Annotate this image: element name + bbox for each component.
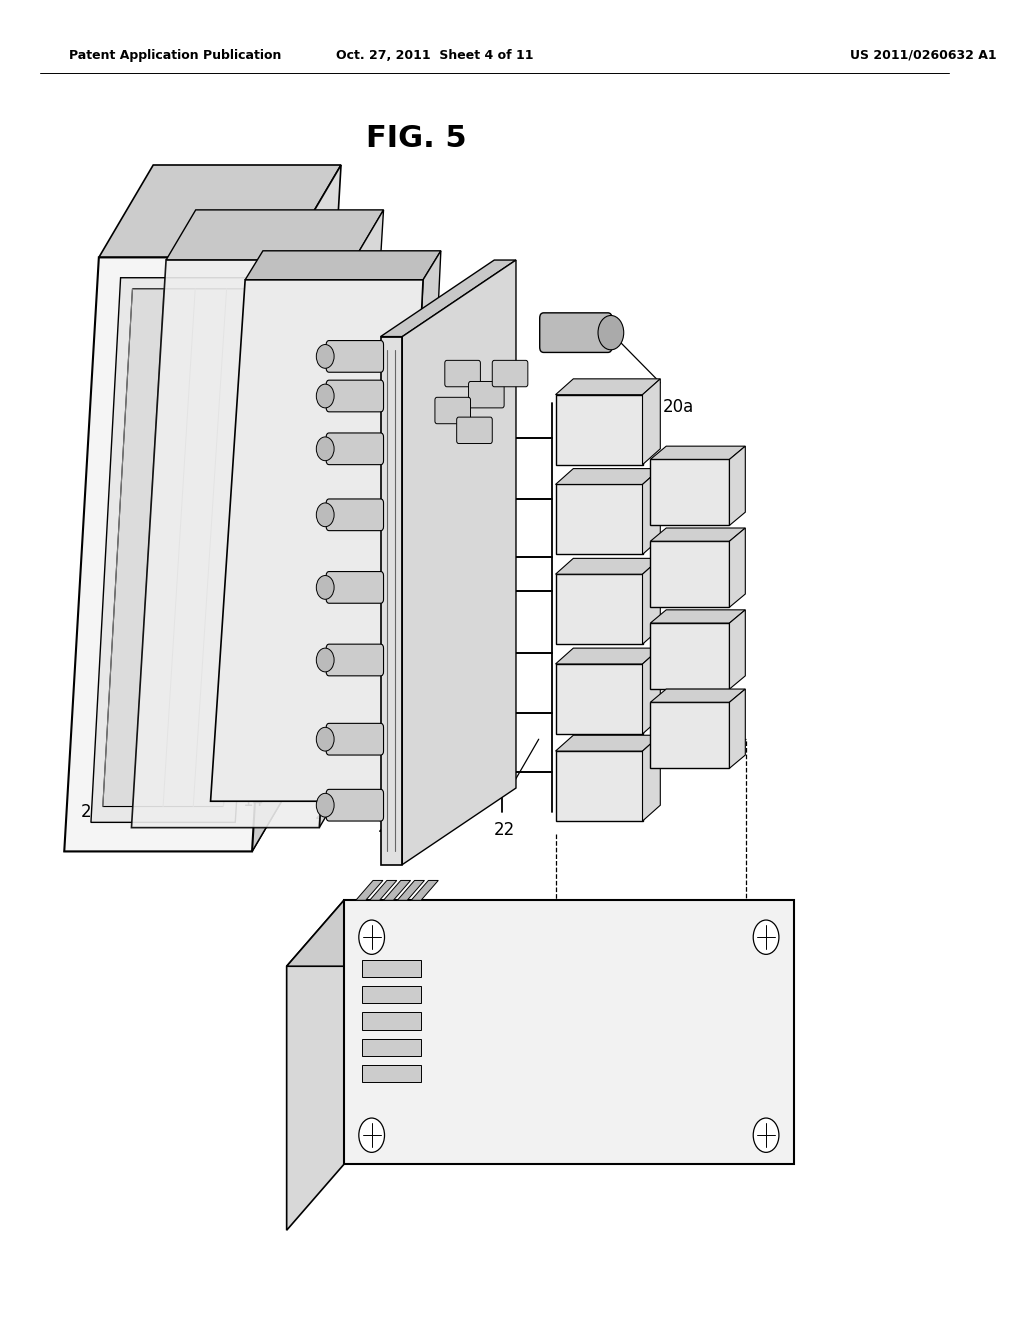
Polygon shape <box>650 541 729 607</box>
Polygon shape <box>102 289 258 807</box>
Circle shape <box>316 576 334 599</box>
FancyBboxPatch shape <box>540 313 612 352</box>
Polygon shape <box>650 702 729 768</box>
Circle shape <box>316 384 334 408</box>
Polygon shape <box>287 900 344 1230</box>
Circle shape <box>316 793 334 817</box>
Polygon shape <box>556 395 642 465</box>
Polygon shape <box>344 900 794 1164</box>
Polygon shape <box>729 610 745 689</box>
Polygon shape <box>99 165 341 257</box>
Circle shape <box>754 1118 779 1152</box>
FancyBboxPatch shape <box>493 360 527 387</box>
Polygon shape <box>650 610 745 623</box>
FancyBboxPatch shape <box>457 417 493 444</box>
FancyBboxPatch shape <box>444 360 480 387</box>
Polygon shape <box>642 558 660 644</box>
Polygon shape <box>131 260 354 828</box>
Text: 24: 24 <box>331 1098 352 1117</box>
Polygon shape <box>556 751 642 821</box>
Polygon shape <box>556 664 642 734</box>
Polygon shape <box>397 880 425 900</box>
Polygon shape <box>381 337 402 865</box>
Polygon shape <box>556 469 660 484</box>
Text: Patent Application Publication: Patent Application Publication <box>70 49 282 62</box>
Circle shape <box>316 503 334 527</box>
Polygon shape <box>65 759 306 851</box>
Polygon shape <box>211 280 423 801</box>
Polygon shape <box>642 735 660 821</box>
FancyBboxPatch shape <box>327 789 384 821</box>
Polygon shape <box>361 1039 421 1056</box>
Circle shape <box>754 920 779 954</box>
Polygon shape <box>729 528 745 607</box>
Text: Oct. 27, 2011  Sheet 4 of 11: Oct. 27, 2011 Sheet 4 of 11 <box>336 49 534 62</box>
Polygon shape <box>650 459 729 525</box>
Polygon shape <box>166 210 384 260</box>
Polygon shape <box>412 880 438 900</box>
Polygon shape <box>370 880 396 900</box>
Polygon shape <box>252 165 341 851</box>
Polygon shape <box>650 528 745 541</box>
Circle shape <box>358 920 385 954</box>
Text: 14: 14 <box>243 792 263 810</box>
Polygon shape <box>361 986 421 1003</box>
Polygon shape <box>556 648 660 664</box>
Polygon shape <box>729 689 745 768</box>
Text: 20: 20 <box>378 818 398 837</box>
Polygon shape <box>556 558 660 574</box>
Circle shape <box>598 315 624 350</box>
Text: 23: 23 <box>81 803 102 821</box>
Circle shape <box>316 437 334 461</box>
Polygon shape <box>245 251 441 280</box>
Polygon shape <box>556 735 660 751</box>
Polygon shape <box>642 379 660 465</box>
Text: US 2011/0260632 A1: US 2011/0260632 A1 <box>850 49 996 62</box>
Polygon shape <box>729 446 745 525</box>
FancyBboxPatch shape <box>327 723 384 755</box>
Polygon shape <box>361 960 421 977</box>
Polygon shape <box>556 484 642 554</box>
Polygon shape <box>556 379 660 395</box>
Text: FIG. 5: FIG. 5 <box>366 124 466 153</box>
Text: 24a: 24a <box>374 974 404 993</box>
Polygon shape <box>319 210 384 828</box>
Polygon shape <box>398 251 441 801</box>
FancyBboxPatch shape <box>435 397 470 424</box>
Text: 21: 21 <box>314 805 336 824</box>
Circle shape <box>316 648 334 672</box>
FancyBboxPatch shape <box>327 572 384 603</box>
Polygon shape <box>650 446 745 459</box>
Polygon shape <box>642 648 660 734</box>
Polygon shape <box>384 880 411 900</box>
Polygon shape <box>287 900 794 966</box>
Polygon shape <box>91 277 270 822</box>
Polygon shape <box>361 1012 421 1030</box>
FancyBboxPatch shape <box>469 381 504 408</box>
FancyBboxPatch shape <box>327 341 384 372</box>
Polygon shape <box>402 260 516 865</box>
Circle shape <box>316 727 334 751</box>
FancyBboxPatch shape <box>327 433 384 465</box>
Polygon shape <box>642 469 660 554</box>
FancyBboxPatch shape <box>327 499 384 531</box>
Polygon shape <box>650 623 729 689</box>
Polygon shape <box>356 880 383 900</box>
Circle shape <box>358 1118 385 1152</box>
Polygon shape <box>361 1065 421 1082</box>
Polygon shape <box>65 257 287 851</box>
Polygon shape <box>381 260 516 337</box>
FancyBboxPatch shape <box>327 380 384 412</box>
Text: 22: 22 <box>495 821 515 840</box>
Polygon shape <box>650 689 745 702</box>
Text: 20a: 20a <box>663 397 693 416</box>
FancyBboxPatch shape <box>327 644 384 676</box>
Circle shape <box>316 345 334 368</box>
Polygon shape <box>556 574 642 644</box>
